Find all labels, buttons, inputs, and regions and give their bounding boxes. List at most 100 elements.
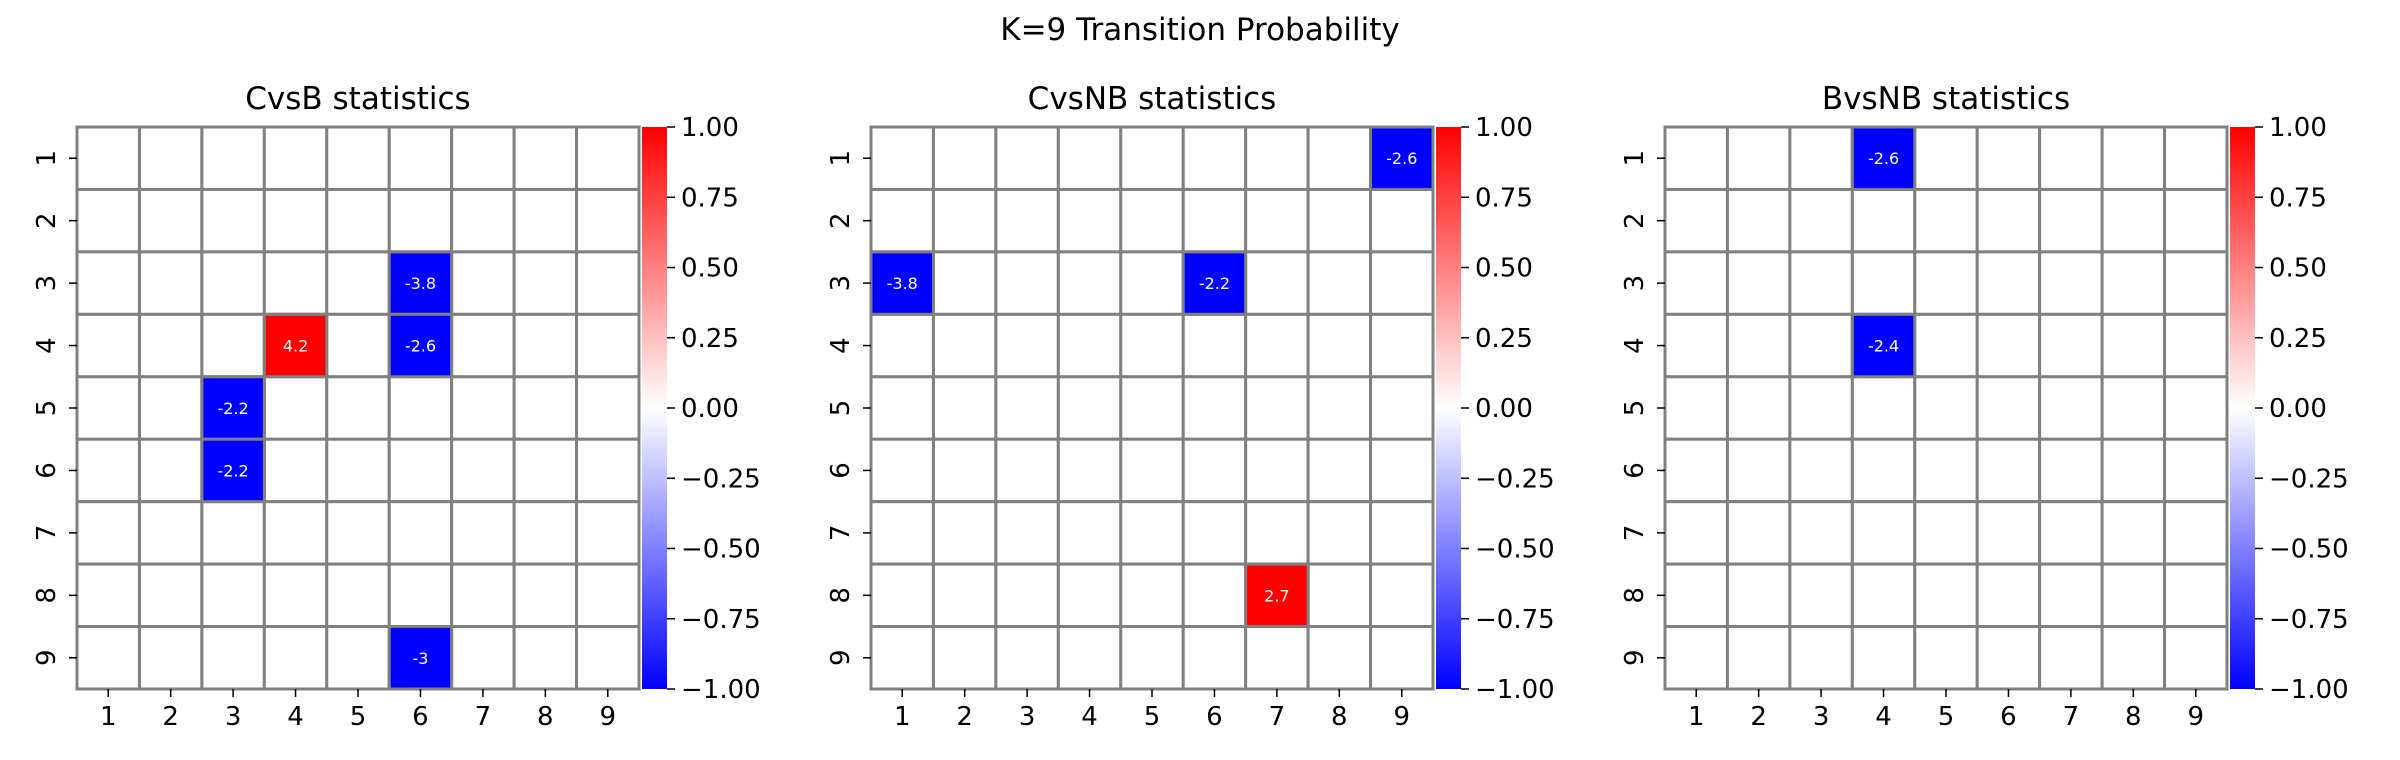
heatmap-cell bbox=[1975, 500, 2042, 566]
colorbar-tick-label: −0.50 bbox=[681, 535, 761, 565]
heatmap-cell bbox=[931, 125, 998, 191]
heatmap-cell bbox=[1663, 187, 1729, 254]
heatmap-cell bbox=[2038, 312, 2104, 379]
colorbar-tick-label: 0.50 bbox=[681, 254, 739, 284]
heatmap-cell bbox=[512, 187, 579, 254]
heatmap-cell bbox=[1913, 187, 1979, 254]
heatmap-cell bbox=[994, 562, 1060, 629]
heatmap-cell bbox=[1913, 125, 1979, 191]
heatmap-cell bbox=[994, 375, 1060, 441]
colorbar-tick-label: −0.25 bbox=[1475, 464, 1555, 494]
heatmap-cell bbox=[1725, 437, 1792, 504]
heatmap-cell bbox=[2163, 625, 2229, 691]
heatmap-cell bbox=[325, 312, 391, 379]
x-tick-label: 1 bbox=[100, 702, 117, 732]
y-tick-label: 4 bbox=[826, 337, 856, 354]
heatmap-cell bbox=[262, 125, 329, 191]
heatmap-cell bbox=[387, 562, 454, 629]
heatmap-cell bbox=[2038, 187, 2104, 254]
y-tick-label: 4 bbox=[32, 337, 62, 354]
heatmap-cell bbox=[262, 187, 329, 254]
heatmap-cell bbox=[325, 500, 391, 566]
cell-annotation: -2.2 bbox=[218, 461, 249, 480]
heatmap-cell bbox=[262, 375, 329, 441]
x-tick-label: 9 bbox=[2188, 702, 2205, 732]
heatmap-cell bbox=[1369, 437, 1435, 504]
heatmap-cell bbox=[75, 375, 141, 441]
heatmap-cell bbox=[1244, 500, 1310, 566]
heatmap-cell bbox=[869, 312, 935, 379]
heatmap-cell bbox=[1181, 187, 1248, 254]
heatmap-cell bbox=[575, 562, 641, 629]
heatmap-cell bbox=[1663, 562, 1729, 629]
heatmap-cell bbox=[1913, 562, 1979, 629]
cell-annotation: -3.8 bbox=[405, 274, 436, 293]
heatmap-cell bbox=[1975, 312, 2042, 379]
heatmap-cell bbox=[200, 250, 266, 316]
heatmap-cell bbox=[1056, 312, 1123, 379]
heatmap-cell bbox=[1788, 437, 1854, 504]
heatmap-cell bbox=[1119, 437, 1185, 504]
colorbar bbox=[2230, 127, 2255, 689]
heatmap-cell bbox=[1663, 375, 1729, 441]
heatmap-cell bbox=[1181, 562, 1248, 629]
heatmap-cell bbox=[931, 187, 998, 254]
heatmap-cell bbox=[1306, 625, 1373, 691]
heatmap-cell bbox=[575, 125, 641, 191]
heatmap-cell bbox=[1663, 125, 1729, 191]
heatmap-cell bbox=[1913, 250, 1979, 316]
heatmap-cell bbox=[450, 437, 516, 504]
heatmap-cell bbox=[2163, 312, 2229, 379]
x-tick-label: 7 bbox=[1269, 702, 1286, 732]
heatmap-cell bbox=[2038, 625, 2104, 691]
heatmap-cell bbox=[325, 562, 391, 629]
heatmap-cell bbox=[512, 437, 579, 504]
heatmap-cell bbox=[1119, 375, 1185, 441]
cell-annotation: -2.4 bbox=[1868, 337, 1899, 356]
heatmap-cell bbox=[931, 500, 998, 566]
heatmap-cell bbox=[1663, 312, 1729, 379]
colorbar-tick-label: −0.25 bbox=[681, 464, 761, 494]
heatmap-cell bbox=[2038, 562, 2104, 629]
heatmap-cell bbox=[575, 437, 641, 504]
heatmap-cell bbox=[1244, 187, 1310, 254]
x-tick-label: 7 bbox=[475, 702, 492, 732]
heatmap-cell bbox=[575, 250, 641, 316]
heatmap-cell bbox=[325, 625, 391, 691]
y-tick-label: 6 bbox=[1620, 462, 1650, 479]
y-tick-label: 6 bbox=[826, 462, 856, 479]
colorbar-tick-label: −0.75 bbox=[2269, 605, 2349, 635]
heatmap-cell bbox=[1725, 500, 1792, 566]
heatmap-cell bbox=[2100, 437, 2167, 504]
heatmap-cell bbox=[2100, 312, 2167, 379]
heatmap-cell bbox=[1975, 187, 2042, 254]
colorbar bbox=[642, 127, 667, 689]
heatmap-cell bbox=[1306, 375, 1373, 441]
heatmap-cell-significant bbox=[1850, 312, 1917, 379]
x-tick-label: 3 bbox=[225, 702, 242, 732]
x-tick-label: 6 bbox=[2000, 702, 2017, 732]
heatmap-cell-significant bbox=[200, 437, 266, 504]
heatmap-cell bbox=[575, 312, 641, 379]
colorbar-tick-label: 0.25 bbox=[2269, 324, 2327, 354]
y-tick-label: 2 bbox=[826, 212, 856, 229]
heatmap-cell bbox=[869, 187, 935, 254]
y-tick-label: 9 bbox=[32, 650, 62, 667]
heatmap-cell bbox=[1850, 500, 1917, 566]
heatmap-panel: BvsNB statistics -2.6 -2.4 1 2 3 4 5 6 7 8 9 1 2 3 4 5 6 7… bbox=[1620, 81, 2349, 732]
heatmap-cell bbox=[2100, 625, 2167, 691]
heatmap-cell bbox=[1788, 250, 1854, 316]
cell-annotation: -2.6 bbox=[1868, 149, 1899, 168]
heatmap-cell bbox=[1056, 187, 1123, 254]
colorbar-tick-label: −1.00 bbox=[2269, 675, 2349, 705]
heatmap-cell bbox=[1788, 625, 1854, 691]
x-tick-label: 5 bbox=[1938, 702, 1955, 732]
heatmap-cell bbox=[450, 187, 516, 254]
x-tick-label: 6 bbox=[412, 702, 429, 732]
heatmap-cell bbox=[137, 562, 204, 629]
x-tick-label: 4 bbox=[287, 702, 304, 732]
y-tick-label: 7 bbox=[826, 525, 856, 542]
heatmap-cell bbox=[450, 375, 516, 441]
heatmap-cell bbox=[387, 375, 454, 441]
x-tick-label: 8 bbox=[2125, 702, 2142, 732]
